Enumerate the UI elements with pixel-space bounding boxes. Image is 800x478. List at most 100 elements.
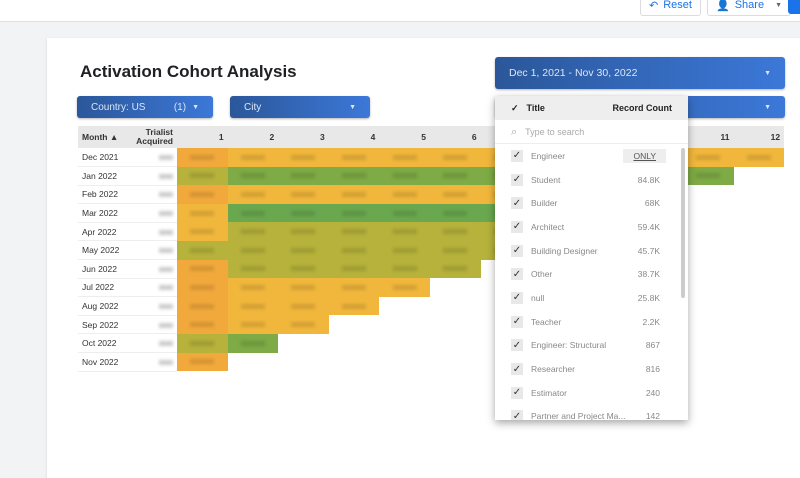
cohort-cell [278, 259, 329, 279]
chevron-down-icon: ▼ [764, 69, 771, 77]
trialist-cell [130, 296, 177, 316]
edit-button[interactable] [788, 0, 800, 14]
dropdown-option[interactable]: ✓ Teacher 2.2K [511, 315, 660, 328]
cohort-cell [734, 297, 785, 316]
dropdown-option[interactable]: ✓ Partner and Project Ma... 142 [495, 405, 688, 420]
cohort-cell [683, 185, 734, 204]
column-header: 5 [379, 126, 430, 148]
cohort-cell [430, 315, 481, 334]
cohort-cell [328, 166, 380, 186]
date-range-picker[interactable]: Dec 1, 2021 - Nov 30, 2022 ▼ [495, 57, 785, 89]
cohort-cell [379, 259, 430, 279]
cohort-cell [227, 333, 279, 353]
chevron-down-icon: ▼ [192, 103, 199, 111]
cohort-cell [734, 260, 785, 279]
cohort-cell [734, 353, 785, 372]
reset-button[interactable]: ↶ Reset [640, 0, 701, 16]
cohort-cell [278, 148, 329, 167]
cohort-cell [429, 240, 481, 260]
dropdown-option[interactable]: ✓ Engineer: Structural 867 [511, 339, 660, 352]
share-button[interactable]: 👤 Share ▼ [707, 0, 791, 16]
checkbox-checked-icon[interactable]: ✓ [511, 363, 523, 376]
title-dropdown: ✓ Title Record Count ⌕ Type to search ✓ En… [495, 96, 688, 420]
country-filter[interactable]: Country: US (1) ▼ [77, 96, 213, 118]
checkbox-checked-icon[interactable]: ✓ [511, 268, 523, 281]
cohort-cell [329, 334, 380, 353]
dropdown-option[interactable]: ✓ Student 84.8K [511, 173, 660, 186]
cohort-cell [278, 353, 329, 372]
table-row: Apr 2022 [78, 222, 785, 242]
trialist-cell [130, 259, 177, 279]
cohort-cell [329, 353, 380, 372]
checkbox-checked-icon[interactable]: ✓ [511, 173, 523, 186]
month-cell: Aug 2022 [78, 296, 130, 316]
cohort-cell [328, 240, 380, 260]
search-icon: ⌕ [511, 125, 518, 138]
table-row: Aug 2022 [78, 296, 785, 316]
checkbox-checked-icon[interactable]: ✓ [511, 220, 523, 233]
trialist-cell [130, 222, 177, 242]
month-cell: Feb 2022 [78, 185, 130, 205]
month-cell: May 2022 [78, 240, 130, 261]
chevron-down-icon: ▼ [775, 1, 782, 9]
cohort-cell [683, 260, 734, 279]
select-all-checkbox[interactable]: ✓ [511, 102, 519, 113]
dropdown-option[interactable]: ✓ Other 38.7K [511, 268, 660, 281]
cohort-cell [329, 315, 380, 334]
month-cell: Mar 2022 [78, 203, 130, 223]
cohort-cell [430, 334, 481, 353]
cohort-cell [683, 204, 734, 223]
cohort-cell [278, 222, 329, 241]
dropdown-option[interactable]: ✓ Architect 59.4K [511, 220, 660, 233]
column-header[interactable]: Month ▲ [78, 126, 130, 148]
cohort-cell [227, 296, 279, 316]
checkbox-checked-icon[interactable]: ✓ [511, 315, 523, 328]
cohort-cell [278, 315, 329, 334]
cohort-cell [683, 222, 734, 241]
checkbox-checked-icon[interactable]: ✓ [511, 339, 523, 352]
dropdown-option[interactable]: ✓ Estimator 240 [511, 386, 660, 399]
dropdown-option[interactable]: ✓ Researcher 816 [511, 363, 660, 376]
cohort-cell [278, 296, 329, 316]
checkbox-checked-icon[interactable]: ✓ [511, 149, 523, 162]
cohort-cell [177, 222, 228, 241]
column-header: 3 [278, 126, 329, 148]
cohort-cell [328, 259, 380, 279]
only-button[interactable]: ONLY [623, 148, 666, 163]
cohort-cell [278, 203, 329, 223]
dropdown-option[interactable]: ✓ Engineer ONLY [495, 144, 688, 168]
dropdown-option[interactable]: ✓ null 25.8K [511, 291, 660, 304]
dropdown-option[interactable]: ✓ Building Designer 45.7K [511, 244, 660, 257]
checkbox-checked-icon[interactable]: ✓ [511, 410, 523, 420]
cohort-cell [429, 148, 481, 167]
trialist-cell [130, 148, 177, 168]
cohort-cell [227, 166, 279, 186]
table-row: Jul 2022 [78, 278, 784, 298]
cohort-cell [683, 297, 734, 316]
trialist-cell [130, 333, 177, 354]
scrollbar[interactable] [681, 148, 685, 298]
cohort-cell [734, 222, 785, 241]
cohort-cell [379, 148, 430, 167]
cohort-cell [379, 278, 430, 297]
column-header: 4 [328, 126, 380, 148]
checkbox-checked-icon[interactable]: ✓ [511, 386, 523, 399]
dropdown-option[interactable]: ✓ Builder 68K [511, 197, 660, 210]
cohort-cell [683, 334, 734, 353]
city-filter[interactable]: City ▼ [230, 96, 370, 118]
cohort-cell [227, 203, 279, 223]
cohort-cell [328, 203, 380, 223]
cohort-cell [328, 148, 380, 167]
cohort-cell [683, 353, 734, 372]
checkbox-checked-icon[interactable]: ✓ [511, 244, 523, 257]
trialist-cell [130, 166, 177, 186]
cohort-cell [734, 315, 785, 334]
undo-icon: ↶ [649, 0, 659, 12]
cohort-cell [328, 296, 380, 316]
cohort-cell [683, 315, 734, 334]
checkbox-checked-icon[interactable]: ✓ [511, 197, 523, 210]
trialist-cell [130, 315, 177, 335]
search-input[interactable]: ⌕ Type to search [495, 120, 688, 144]
cohort-cell [227, 240, 279, 260]
checkbox-checked-icon[interactable]: ✓ [511, 291, 523, 304]
